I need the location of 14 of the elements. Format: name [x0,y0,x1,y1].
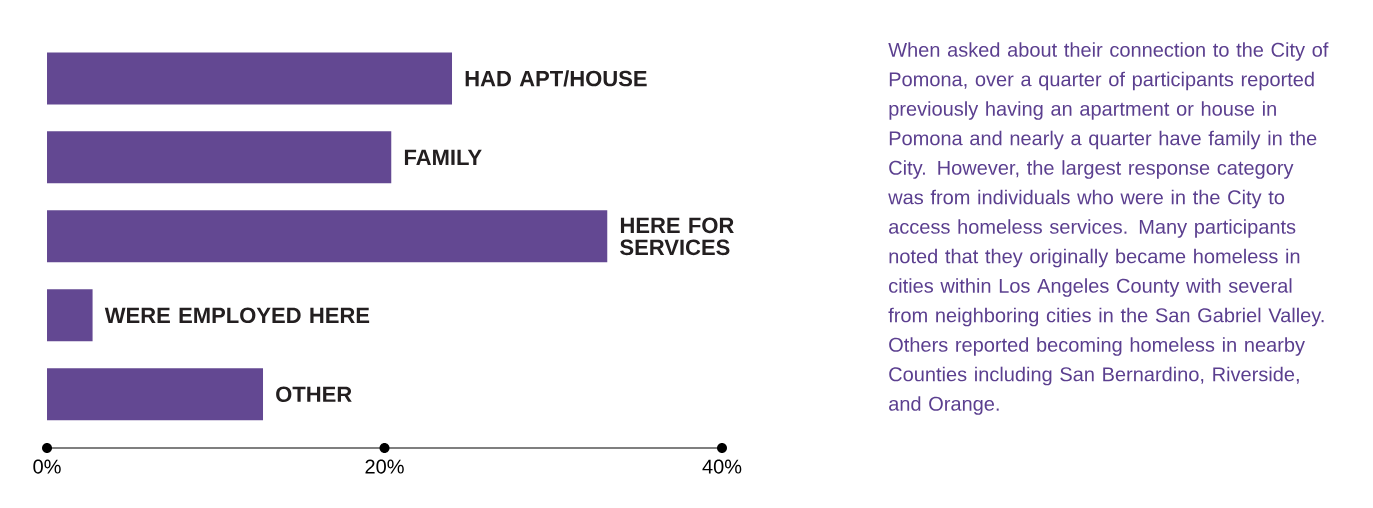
x-tick-label: 40% [702,459,742,474]
bar [47,210,608,263]
bar [47,52,453,105]
y-tick-label: OTHER [276,386,352,403]
y-tick-label: HERE FOR SERVICES [620,217,734,256]
text: When asked about their connection to the City of Pomona, over a quarter of participants reported previously having an apartment or house in Pomona and nearly a quarter have family in the City. However, the largest response category was from individuals who were in the City to access homeless services. Many participants noted that they originally became homeless in cities within Los Angeles County with several from neighboring cities in the San Gabriel Valley. Others reported becoming homeless in nearby Counties including San Bernardino, Riverside, and Orange. [888,42,1329,415]
bar [47,368,264,421]
bar [47,289,93,342]
x-tick-label: 0% [33,459,61,474]
y-tick-label: FAMILY [404,149,482,165]
y-tick-label: HAD APT/HOUSE [465,70,647,87]
x-tick-label: 20% [365,459,404,474]
y-tick-label: WERE EMPLOYED HERE [104,307,370,324]
bar [47,131,392,184]
